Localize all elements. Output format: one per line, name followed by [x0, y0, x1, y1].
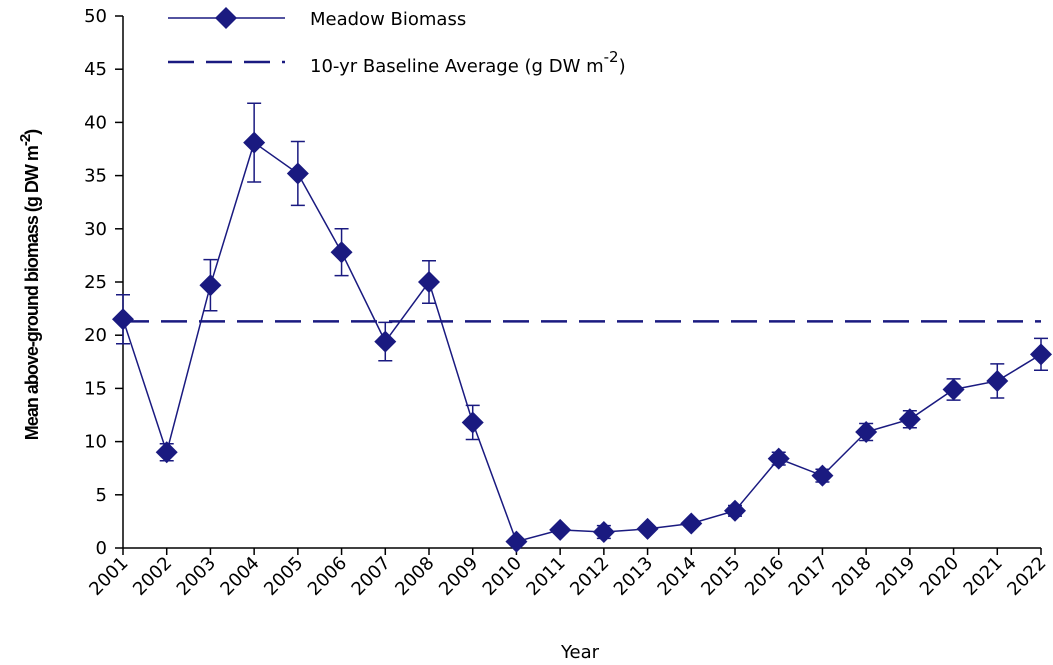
x-tick-label: 2005: [260, 553, 307, 600]
data-point: [680, 512, 703, 535]
x-axis-title: Year: [560, 642, 600, 663]
y-tick-label: 25: [84, 272, 107, 293]
x-tick-label: 2012: [566, 553, 613, 600]
data-point: [898, 408, 921, 431]
data-point: [724, 499, 746, 522]
y-tick-label: 0: [96, 538, 107, 559]
legend-label-sup: -2: [604, 48, 619, 66]
x-tick-label: 2011: [522, 553, 569, 600]
y-tick-label: 35: [84, 166, 107, 187]
y-tick-label: 30: [84, 219, 107, 240]
y-tick-label: 50: [84, 6, 107, 27]
data-point: [330, 241, 353, 264]
x-tick-label: 2019: [872, 553, 919, 600]
data-point: [505, 530, 528, 553]
data-point: [767, 447, 790, 470]
y-tick-label: 40: [84, 112, 107, 133]
data-point: [549, 518, 572, 541]
legend-label: Meadow Biomass: [310, 9, 466, 30]
x-tick-label: 2022: [1003, 553, 1050, 600]
data-point: [1030, 343, 1052, 366]
data-point: [942, 378, 965, 401]
data-point: [374, 330, 397, 353]
x-tick-label: 2001: [85, 553, 132, 600]
legend-label-tail: ): [619, 56, 626, 77]
data-point: [461, 411, 484, 434]
x-tick-label: 2014: [654, 553, 701, 600]
data-point: [112, 308, 134, 331]
y-axis-title-tail: ): [22, 129, 42, 135]
x-tick-label: 2002: [129, 553, 176, 600]
y-axis-title-text: Mean above-ground biomass (g DW m: [22, 146, 42, 440]
data-point: [199, 274, 222, 297]
data-point: [155, 441, 178, 464]
data-point: [855, 421, 878, 444]
x-tick-label: 2006: [304, 553, 351, 600]
x-tick-label: 2013: [610, 553, 657, 600]
x-tick-label: 2007: [348, 553, 395, 600]
y-tick-label: 15: [84, 378, 107, 399]
legend-label-text: 10-yr Baseline Average (g DW m: [310, 56, 604, 77]
data-point: [592, 521, 615, 544]
x-tick-label: 2020: [916, 553, 963, 600]
y-axis-title: Mean above-ground biomass (g DW m-2): [17, 129, 42, 440]
x-tick-label: 2015: [697, 553, 744, 600]
series-line: [122, 141, 1042, 543]
y-tick-label: 5: [96, 485, 107, 506]
y-tick-label: 20: [84, 325, 107, 346]
data-point: [418, 271, 440, 293]
x-tick-label: 2017: [785, 553, 832, 600]
data-point: [986, 369, 1009, 392]
data-point: [286, 162, 309, 185]
x-tick-label: 2021: [960, 553, 1007, 600]
x-tick-label: 2008: [391, 553, 438, 600]
data-point: [243, 131, 266, 154]
x-tick-label: 2010: [479, 553, 526, 600]
x-tick-label: 2003: [173, 553, 220, 600]
legend-label: 10-yr Baseline Average (g DW m-2): [310, 48, 626, 77]
x-tick-label: 2004: [216, 553, 263, 600]
x-tick-label: 2016: [741, 553, 788, 600]
y-tick-label: 10: [84, 432, 107, 453]
x-tick-label: 2009: [435, 553, 482, 600]
data-point: [636, 517, 659, 540]
x-tick-label: 2018: [828, 553, 875, 600]
y-axis-title-sup: -2: [17, 134, 34, 146]
legend-marker: [215, 7, 237, 29]
y-tick-label: 45: [84, 59, 107, 80]
data-point: [811, 464, 834, 487]
